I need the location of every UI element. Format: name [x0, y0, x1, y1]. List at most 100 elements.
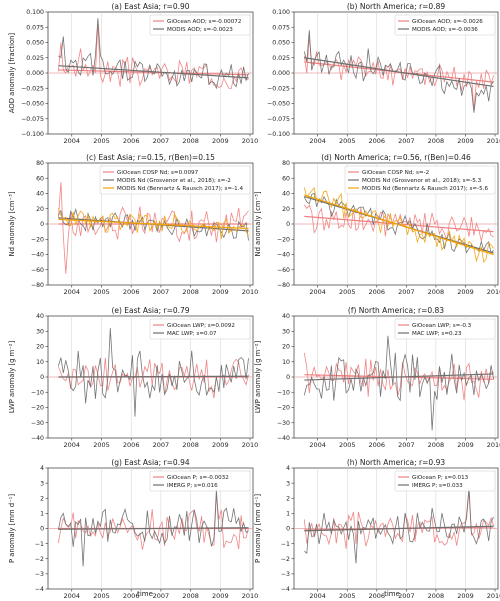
y-tick-label: −40 [277, 252, 290, 259]
y-tick-label: −0.050 [21, 101, 44, 108]
y-tick-label: 0 [286, 374, 290, 381]
series-line-2 [304, 487, 494, 564]
x-tick-label: 2006 [123, 288, 140, 296]
x-tick-label: 2009 [457, 137, 474, 145]
trend-line-1 [304, 215, 494, 233]
y-tick-label: −4 [35, 586, 44, 593]
y-tick-label: 0.025 [272, 55, 290, 62]
x-tick-label: 2010 [242, 288, 259, 296]
x-tick-label: 2008 [428, 592, 445, 600]
x-tick-label: 2007 [398, 137, 415, 145]
legend-box [99, 165, 251, 195]
y-tick-label: −40 [277, 435, 290, 442]
y-tick-label: −0.100 [267, 131, 290, 138]
x-tick-label: 2004 [309, 592, 326, 600]
x-tick-label: 2004 [309, 137, 326, 145]
y-tick-label: −40 [31, 252, 44, 259]
legend-box [149, 470, 251, 492]
x-tick-label: 2008 [428, 137, 445, 145]
legend-entry: GiOcean LWP; s=-0.3 [412, 323, 472, 329]
x-tick-label: 2009 [212, 441, 229, 449]
y-tick-label: 0 [286, 221, 290, 228]
y-tick-label: 80 [282, 160, 290, 167]
legend: GiOcean P; s=-0.0032 IMERG P; s=0.016 [149, 470, 251, 492]
legend: GiOcean P; s=0.013 IMERG P; s=0.033 [394, 470, 496, 492]
x-axis-label-right: time [384, 590, 400, 598]
x-tick-label: 2005 [93, 592, 110, 600]
y-tick-label: 30 [36, 328, 44, 335]
y-tick-label: 10 [36, 359, 44, 366]
y-tick-label: −0.050 [267, 101, 290, 108]
x-tick-label: 2004 [63, 441, 80, 449]
y-tick-label: 10 [282, 359, 290, 366]
y-tick-label: −20 [277, 405, 290, 412]
series-group [58, 489, 249, 567]
y-tick-label: 0 [40, 221, 44, 228]
legend: GiOcean COSP Nd; s=-2 MODIS Nd (Grosvenor… [344, 165, 496, 195]
chart-panel-8: (h) North America; r=0.93 2004 2005 2006 200… [254, 458, 500, 600]
series-line-2 [58, 328, 249, 417]
x-tick-label: 2007 [153, 288, 170, 296]
trend-line-2 [58, 65, 249, 79]
chart-panel-3: (c) East Asia; r=0.15, r(Ben)=0.15 2004 20… [8, 153, 258, 296]
legend-entry: GiOcean COSP Nd; s=0.0097 [117, 170, 199, 176]
y-tick-label: 0.000 [26, 70, 44, 77]
chart-panel-2: (b) North America; r=0.89 2004 2005 2006 200… [267, 2, 500, 145]
legend-entry: MAC LWP; s=0.07 [167, 331, 217, 337]
legend-entry: GiOcean P; s=0.013 [412, 475, 469, 481]
y-tick-label: −20 [31, 405, 44, 412]
x-tick-label: 2007 [153, 441, 170, 449]
y-tick-label: 0.100 [26, 9, 44, 16]
chart-panel-7: (g) East Asia; r=0.94 2004 2005 2006 2007 200… [8, 458, 258, 600]
legend-entry: GiOcean AOD; s=-0.0026 [412, 19, 483, 25]
x-tick-label: 2005 [93, 288, 110, 296]
chart-title: (g) East Asia; r=0.94 [111, 458, 189, 467]
y-tick-label: −0.100 [21, 131, 44, 138]
series-line-2 [58, 18, 249, 90]
y-axis-label: P anomaly [mm d⁻¹] [8, 494, 16, 563]
chart-title: (a) East Asia; r=0.90 [111, 2, 189, 11]
x-tick-label: 2004 [309, 441, 326, 449]
series-group [303, 335, 494, 431]
x-tick-label: 2006 [369, 441, 386, 449]
series-group [303, 30, 494, 113]
legend-box [149, 14, 251, 36]
legend-entry: GiOcean AOD; s=-0.00072 [167, 19, 241, 25]
x-tick-label: 2005 [339, 441, 356, 449]
legend-entry: MODIS AOD; s=-0.0036 [412, 27, 478, 33]
y-tick-label: 40 [36, 313, 44, 320]
x-tick-label: 2008 [182, 441, 199, 449]
x-tick-label: 2006 [369, 288, 386, 296]
y-tick-label: −10 [31, 389, 44, 396]
chart-panel-1: (a) East Asia; r=0.90 2004 2005 2006 2007 200… [8, 2, 258, 145]
y-tick-label: 20 [282, 206, 290, 213]
x-tick-label: 2008 [182, 288, 199, 296]
y-tick-label: 1 [286, 511, 290, 518]
y-axis-label: LWP anomaly [g m⁻²] [254, 340, 262, 413]
x-tick-label: 2005 [93, 441, 110, 449]
y-tick-label: 20 [36, 344, 44, 351]
trend-line-3 [304, 194, 494, 256]
chart-title: (c) East Asia; r=0.15, r(Ben)=0.15 [86, 153, 215, 162]
y-tick-label: −30 [31, 420, 44, 427]
x-tick-label: 2007 [153, 592, 170, 600]
x-tick-label: 2004 [63, 592, 80, 600]
series-line-1 [303, 36, 494, 110]
x-tick-label: 2009 [457, 592, 474, 600]
y-tick-label: −80 [277, 282, 290, 289]
legend-entry: MAC LWP; s=0.23 [412, 331, 462, 337]
y-tick-label: −0.025 [267, 85, 290, 92]
y-tick-label: −60 [277, 267, 290, 274]
y-tick-label: −0.075 [21, 116, 44, 123]
y-tick-label: 20 [282, 344, 290, 351]
y-tick-label: 2 [286, 495, 290, 502]
legend-entry: MODIS Nd (Bennartz & Rausch 2017); s=-1.… [117, 186, 243, 192]
y-tick-label: 0.050 [26, 40, 44, 47]
y-tick-label: 0.075 [272, 24, 290, 31]
y-tick-label: −40 [31, 435, 44, 442]
series-line-1 [303, 490, 494, 549]
x-tick-label: 2005 [93, 137, 110, 145]
x-tick-label: 2006 [123, 592, 140, 600]
